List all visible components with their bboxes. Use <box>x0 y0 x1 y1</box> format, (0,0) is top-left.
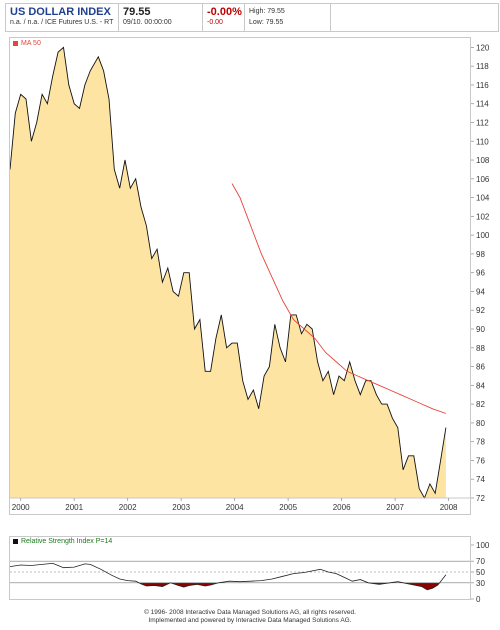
rsi-oversold-fill <box>138 582 440 590</box>
x-tick-label: 2003 <box>172 503 190 512</box>
y-tick-label: 76 <box>476 456 485 465</box>
high-low-cell: High: 79.55 Low: 79.55 <box>245 4 331 31</box>
rsi-tick-label: 70 <box>476 557 485 566</box>
y-tick-label: 100 <box>476 231 490 240</box>
x-tick-label: 2007 <box>386 503 404 512</box>
y-tick-label: 116 <box>476 81 489 90</box>
rsi-line <box>10 562 447 591</box>
price-cell: 79.55 09/10. 00:00:00 <box>119 4 203 31</box>
x-tick-label: 2000 <box>12 503 30 512</box>
rsi-y-axis: 0 30 50 70 100 <box>471 541 490 602</box>
rsi-tick-label: 0 <box>476 595 481 602</box>
rsi-chart-panel: Relative Strength Index P=14 <box>9 536 471 600</box>
y-tick-label: 96 <box>476 269 485 278</box>
change-cell: -0.00% -0.00 <box>203 4 245 31</box>
header-blank-cell <box>331 4 498 31</box>
y-tick-label: 74 <box>476 475 485 484</box>
copyright-footer: © 1996- 2008 Interactive Data Managed So… <box>0 609 500 625</box>
change-percent: -0.00% <box>207 6 242 18</box>
y-tick-label: 86 <box>476 363 485 372</box>
y-tick-label: 82 <box>476 400 485 409</box>
y-tick-label: 88 <box>476 344 485 353</box>
y-tick-label: 118 <box>476 62 489 71</box>
y-tick-label: 104 <box>476 194 490 203</box>
low-value: Low: 79.55 <box>249 19 284 26</box>
price-y-axis: 72 74 76 78 80 82 84 86 88 90 92 94 96 98 100 102 104 106… <box>471 43 490 503</box>
powered-by-line: Implemented and powered by Interactive D… <box>148 617 352 624</box>
y-tick-label: 108 <box>476 156 490 165</box>
price-area-fill <box>10 47 446 499</box>
y-tick-label: 106 <box>476 175 490 184</box>
y-tick-label: 102 <box>476 212 490 221</box>
y-tick-label: 84 <box>476 381 485 390</box>
quote-datetime: 09/10. 00:00:00 <box>123 19 172 26</box>
rsi-tick-label: 30 <box>476 579 485 588</box>
ma-legend: MA 50 <box>13 40 41 47</box>
instrument-title: US DOLLAR INDEX <box>10 6 111 18</box>
rsi-tick-label: 100 <box>476 541 490 550</box>
ma-legend-swatch <box>13 41 18 46</box>
x-tick-label: 2001 <box>65 503 83 512</box>
instrument-cell: US DOLLAR INDEX n.a. / n.a. / ICE Future… <box>6 4 119 31</box>
last-price: 79.55 <box>123 6 151 18</box>
rsi-legend-label: Relative Strength Index P=14 <box>21 538 113 545</box>
x-tick-label: 2002 <box>119 503 137 512</box>
copyright-line: © 1996- 2008 Interactive Data Managed So… <box>144 609 356 616</box>
x-tick-label: 2008 <box>440 503 458 512</box>
ma-50-line <box>231 183 447 414</box>
high-value: High: 79.55 <box>249 8 285 15</box>
price-line <box>10 46 447 500</box>
y-tick-label: 120 <box>476 43 490 52</box>
instrument-subtitle: n.a. / n.a. / ICE Futures U.S. - RT <box>10 19 114 26</box>
rsi-chart <box>10 560 470 591</box>
y-tick-label: 78 <box>476 438 485 447</box>
y-tick-label: 80 <box>476 419 485 428</box>
x-tick-label: 2006 <box>333 503 351 512</box>
x-tick-label: 2004 <box>226 503 244 512</box>
rsi-legend-swatch <box>13 539 18 544</box>
y-tick-label: 90 <box>476 325 485 334</box>
y-tick-label: 94 <box>476 287 485 296</box>
rsi-legend: Relative Strength Index P=14 <box>13 538 112 545</box>
y-tick-label: 110 <box>476 137 489 146</box>
quote-header: US DOLLAR INDEX n.a. / n.a. / ICE Future… <box>5 3 499 32</box>
change-absolute: -0.00 <box>207 19 223 26</box>
price-chart: 2000 2001 2002 2003 2004 2005 2006 2007 2008 <box>10 46 470 512</box>
x-tick-label: 2005 <box>279 503 297 512</box>
price-chart-panel: 2000 2001 2002 2003 2004 2005 2006 2007 2008 MA … <box>9 37 471 515</box>
y-tick-label: 72 <box>476 494 485 503</box>
y-tick-label: 112 <box>476 118 489 127</box>
ma-legend-label: MA 50 <box>21 40 41 47</box>
y-tick-label: 98 <box>476 250 485 259</box>
y-tick-label: 114 <box>476 100 489 109</box>
rsi-tick-label: 50 <box>476 568 485 577</box>
y-tick-label: 92 <box>476 306 485 315</box>
